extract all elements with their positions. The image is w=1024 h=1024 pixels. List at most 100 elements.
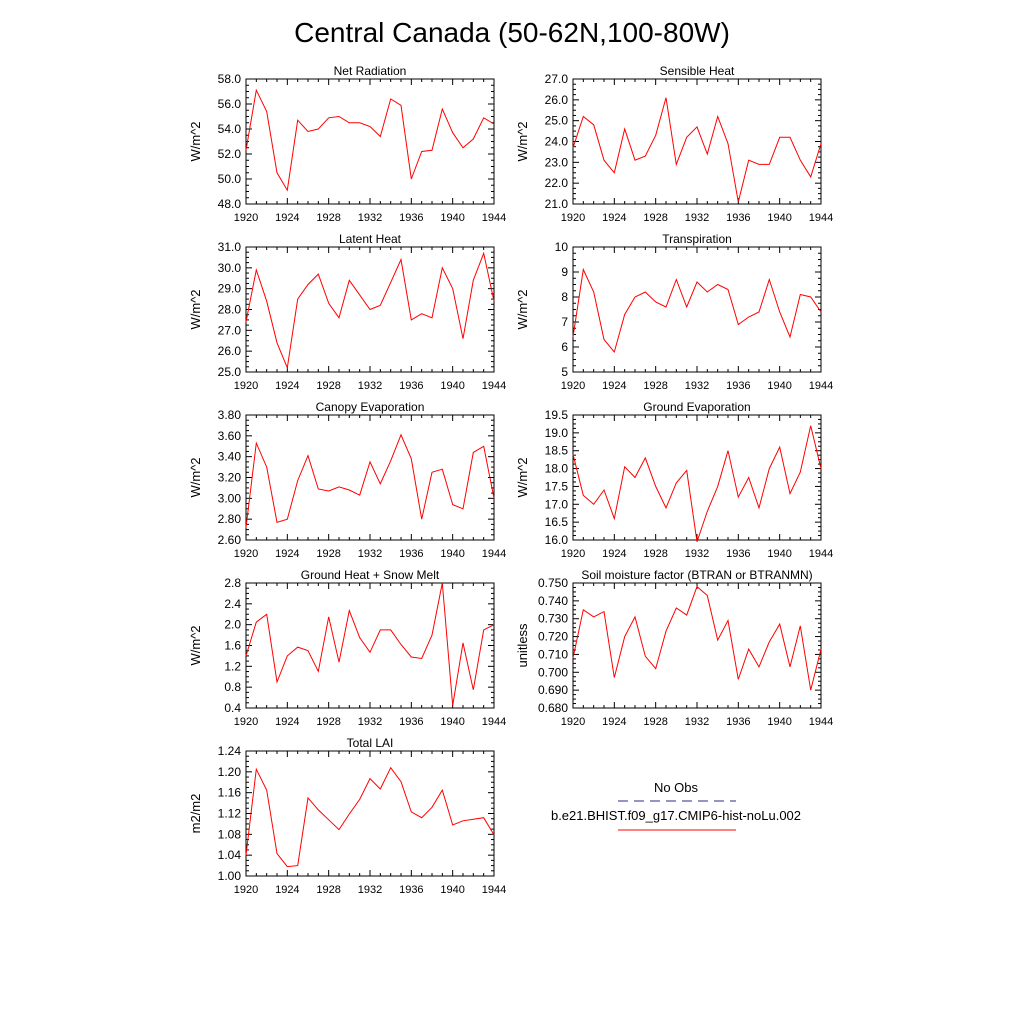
x-tick-label: 1928 bbox=[643, 548, 667, 560]
x-tick-label: 1936 bbox=[726, 548, 750, 560]
y-tick-label: 18.0 bbox=[545, 462, 569, 476]
chart-title: Ground Evaporation bbox=[643, 400, 750, 414]
x-tick-label: 1920 bbox=[234, 716, 258, 728]
y-tick-label: 30.0 bbox=[218, 261, 242, 275]
chart-title: Net Radiation bbox=[334, 64, 407, 78]
chart-panel-transpiration: Transpiration W/m^2 1920 1924 1928 1932 1936 19… bbox=[515, 232, 833, 392]
chart-panel-canopy-evaporation: Canopy Evaporation W/m^2 1920 1924 1928 1932 1… bbox=[188, 400, 506, 560]
x-tick-label: 1928 bbox=[316, 884, 340, 896]
series-line-b-e21-bhist-f09-g17-cmip6-hist-nolu-002 bbox=[572, 585, 822, 691]
x-tick-label: 1940 bbox=[440, 380, 464, 392]
y-tick-label: 6 bbox=[561, 340, 568, 354]
x-tick-label: 1940 bbox=[767, 716, 791, 728]
y-axis-label: W/m^2 bbox=[515, 457, 530, 497]
x-tick-label: 1936 bbox=[726, 380, 750, 392]
series-line-b-e21-bhist-f09-g17-cmip6-hist-nolu-002 bbox=[245, 88, 495, 192]
y-tick-label: 0.730 bbox=[538, 612, 568, 626]
series-line-b-e21-bhist-f09-g17-cmip6-hist-nolu-002 bbox=[572, 425, 822, 542]
y-tick-label: 0.680 bbox=[538, 701, 568, 715]
x-tick-label: 1924 bbox=[275, 716, 299, 728]
y-tick-label: 0.750 bbox=[538, 576, 568, 590]
x-tick-label: 1944 bbox=[482, 212, 506, 224]
y-tick-label: 3.20 bbox=[218, 471, 242, 485]
plot-frame bbox=[245, 78, 495, 205]
chart-panel-total-lai: Total LAI m2/m2 1920 1924 1928 1932 1936 1940 19… bbox=[188, 736, 506, 896]
y-tick-label: 0.740 bbox=[538, 594, 568, 608]
x-tick-label: 1920 bbox=[561, 380, 585, 392]
y-tick-label: 24.0 bbox=[545, 135, 569, 149]
x-tick-label: 1932 bbox=[358, 884, 382, 896]
plot-frame bbox=[245, 582, 495, 709]
legend-obs-label: No Obs bbox=[654, 780, 699, 795]
x-tick-label: 1936 bbox=[399, 548, 423, 560]
x-tick-label: 1932 bbox=[358, 548, 382, 560]
x-tick-label: 1932 bbox=[358, 212, 382, 224]
x-tick-label: 1944 bbox=[482, 380, 506, 392]
x-tick-label: 1940 bbox=[440, 212, 464, 224]
x-tick-label: 1940 bbox=[767, 548, 791, 560]
series-line-b-e21-bhist-f09-g17-cmip6-hist-nolu-002 bbox=[245, 582, 495, 706]
y-tick-label: 1.08 bbox=[218, 827, 242, 841]
y-tick-label: 52.0 bbox=[218, 147, 242, 161]
y-tick-label: 26.0 bbox=[218, 344, 242, 358]
x-tick-label: 1936 bbox=[399, 884, 423, 896]
y-tick-label: 1.16 bbox=[218, 786, 242, 800]
x-tick-label: 1928 bbox=[316, 716, 340, 728]
y-axis-label: W/m^2 bbox=[188, 457, 203, 497]
plot-frame bbox=[572, 582, 822, 709]
y-tick-label: 26.0 bbox=[545, 93, 569, 107]
x-tick-label: 1940 bbox=[440, 716, 464, 728]
x-tick-label: 1924 bbox=[275, 380, 299, 392]
y-tick-label: 29.0 bbox=[218, 282, 242, 296]
y-tick-label: 7 bbox=[561, 315, 568, 329]
x-tick-label: 1920 bbox=[234, 380, 258, 392]
y-tick-label: 0.700 bbox=[538, 665, 568, 679]
y-tick-label: 19.5 bbox=[545, 408, 569, 422]
y-tick-label: 2.8 bbox=[224, 576, 241, 590]
chart-title: Soil moisture factor (BTRAN or BTRANMN) bbox=[581, 568, 812, 582]
x-tick-label: 1928 bbox=[643, 380, 667, 392]
x-tick-label: 1924 bbox=[275, 212, 299, 224]
x-tick-label: 1944 bbox=[809, 380, 833, 392]
plot-frame bbox=[572, 78, 822, 205]
series-line-b-e21-bhist-f09-g17-cmip6-hist-nolu-002 bbox=[572, 267, 822, 354]
y-tick-label: 19.0 bbox=[545, 426, 569, 440]
x-tick-label: 1928 bbox=[316, 212, 340, 224]
y-tick-label: 3.60 bbox=[218, 429, 242, 443]
y-tick-label: 1.00 bbox=[218, 869, 242, 883]
chart-title: Latent Heat bbox=[339, 232, 402, 246]
y-tick-label: 48.0 bbox=[218, 197, 242, 211]
x-tick-label: 1920 bbox=[561, 716, 585, 728]
y-tick-label: 54.0 bbox=[218, 122, 242, 136]
x-tick-label: 1944 bbox=[809, 212, 833, 224]
y-tick-label: 22.0 bbox=[545, 176, 569, 190]
x-tick-label: 1944 bbox=[809, 716, 833, 728]
x-tick-label: 1924 bbox=[275, 548, 299, 560]
y-tick-label: 10 bbox=[555, 240, 569, 254]
y-tick-label: 5 bbox=[561, 365, 568, 379]
x-tick-label: 1944 bbox=[809, 548, 833, 560]
chart-title: Transpiration bbox=[662, 232, 732, 246]
x-tick-label: 1944 bbox=[482, 716, 506, 728]
y-tick-label: 0.690 bbox=[538, 683, 568, 697]
y-tick-label: 1.04 bbox=[218, 848, 242, 862]
y-tick-label: 28.0 bbox=[218, 303, 242, 317]
y-tick-label: 23.0 bbox=[545, 155, 569, 169]
chart-panel-latent-heat: Latent Heat W/m^2 1920 1924 1928 1932 1936 1940… bbox=[188, 232, 506, 392]
x-tick-label: 1924 bbox=[275, 884, 299, 896]
y-tick-label: 18.5 bbox=[545, 444, 569, 458]
x-tick-label: 1936 bbox=[726, 212, 750, 224]
chart-panel-sensible-heat: Sensible Heat W/m^2 1920 1924 1928 1932 1936 19… bbox=[515, 64, 833, 224]
plot-frame bbox=[245, 750, 495, 877]
x-tick-label: 1940 bbox=[440, 548, 464, 560]
x-tick-label: 1936 bbox=[726, 716, 750, 728]
y-tick-label: 3.00 bbox=[218, 491, 242, 505]
chart-title: Canopy Evaporation bbox=[316, 400, 425, 414]
y-tick-label: 27.0 bbox=[545, 72, 569, 86]
x-tick-label: 1932 bbox=[685, 548, 709, 560]
y-axis-label: W/m^2 bbox=[515, 289, 530, 329]
y-tick-label: 17.0 bbox=[545, 497, 569, 511]
x-tick-label: 1936 bbox=[399, 212, 423, 224]
x-tick-label: 1920 bbox=[561, 212, 585, 224]
y-axis-label: unitless bbox=[515, 623, 530, 668]
